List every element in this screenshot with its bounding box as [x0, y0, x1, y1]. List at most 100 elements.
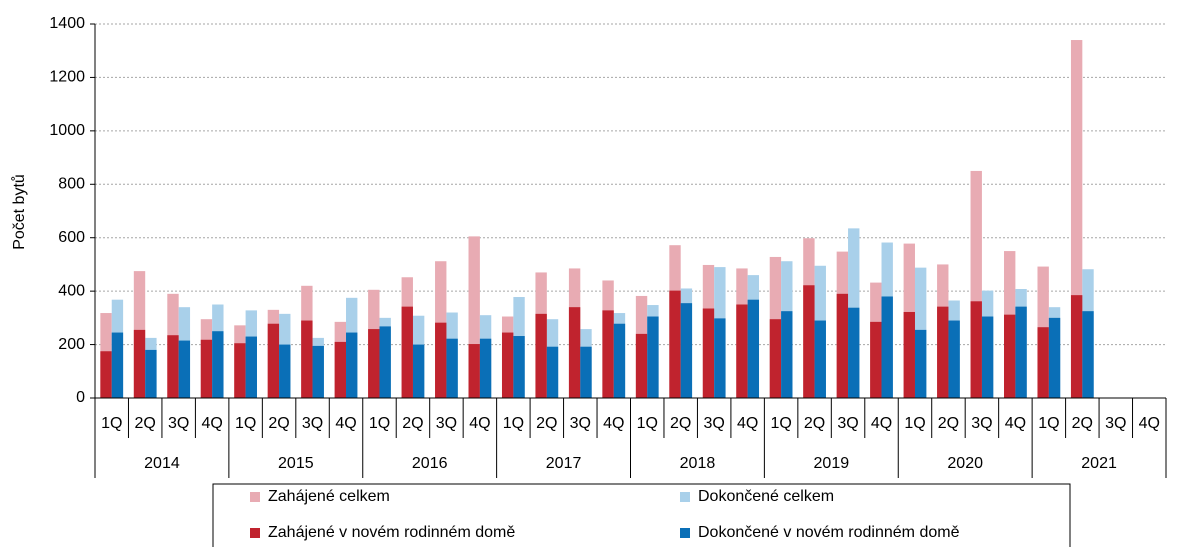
bar	[501, 332, 514, 398]
bar	[1048, 317, 1061, 398]
bar	[647, 316, 659, 398]
bar	[981, 316, 994, 398]
x-tick-label: 3Q	[837, 415, 858, 432]
bar	[346, 332, 358, 398]
year-label: 2014	[144, 455, 180, 472]
bar	[1004, 314, 1016, 398]
x-tick-label: 3Q	[971, 415, 992, 432]
bar	[267, 323, 280, 398]
bar	[100, 351, 112, 398]
bar	[234, 343, 246, 398]
x-tick-label: 2Q	[804, 415, 825, 432]
bar	[535, 313, 547, 398]
legend-swatch	[250, 528, 260, 538]
bar	[747, 299, 760, 398]
bar	[468, 236, 480, 398]
bar	[435, 322, 447, 398]
y-tick-label: 0	[76, 389, 85, 406]
y-tick-label: 400	[58, 282, 85, 299]
bar	[613, 323, 626, 398]
y-tick-label: 1000	[49, 122, 85, 139]
x-tick-label: 3Q	[168, 415, 189, 432]
x-tick-label: 4Q	[201, 415, 222, 432]
y-tick-label: 1400	[49, 15, 85, 32]
bar	[970, 170, 982, 398]
x-tick-label: 4Q	[1139, 415, 1160, 432]
x-tick-label: 1Q	[369, 415, 390, 432]
x-tick-label: 4Q	[335, 415, 356, 432]
bar	[546, 346, 559, 398]
bar	[111, 332, 124, 398]
bar	[602, 310, 614, 398]
x-tick-label: 3Q	[570, 415, 591, 432]
legend-swatch	[680, 492, 690, 502]
legend-label: Zahájené v novém rodinném domě	[268, 524, 515, 541]
x-tick-label: 1Q	[503, 415, 524, 432]
x-tick-label: 1Q	[904, 415, 925, 432]
bar	[379, 326, 391, 398]
x-tick-label: 2Q	[402, 415, 423, 432]
bar	[714, 318, 726, 398]
bar	[446, 338, 458, 398]
y-tick-label: 600	[58, 229, 85, 246]
legend-label: Dokončené v novém rodinném domě	[698, 524, 960, 541]
bar	[836, 293, 849, 398]
bar	[368, 329, 380, 398]
legend-swatch	[250, 492, 260, 502]
bar	[1070, 295, 1083, 398]
bar	[970, 301, 982, 398]
bar	[145, 349, 157, 398]
bar	[937, 306, 949, 398]
bar	[1015, 306, 1027, 398]
bar	[702, 308, 715, 398]
bar	[133, 329, 146, 398]
bar	[245, 336, 257, 398]
bar	[178, 340, 191, 398]
bar	[1037, 327, 1049, 398]
bar	[479, 338, 492, 398]
bar	[848, 307, 860, 398]
bar	[401, 306, 413, 398]
bar	[167, 335, 179, 398]
x-tick-label: 3Q	[704, 415, 725, 432]
bar	[312, 345, 324, 398]
x-tick-label: 1Q	[1038, 415, 1059, 432]
x-tick-label: 2Q	[938, 415, 959, 432]
x-tick-label: 2Q	[670, 415, 691, 432]
bar	[948, 320, 960, 398]
legend-label: Dokončené celkem	[698, 488, 834, 505]
y-tick-label: 200	[58, 336, 85, 353]
bar	[468, 344, 480, 398]
bar	[1070, 40, 1083, 399]
y-tick-label: 1200	[49, 69, 85, 86]
bar	[200, 339, 213, 398]
bar	[334, 341, 347, 398]
year-label: 2018	[680, 455, 716, 472]
legend-label: Zahájené celkem	[268, 488, 390, 505]
legend-box	[212, 483, 1071, 547]
x-tick-label: 4Q	[737, 415, 758, 432]
bar	[568, 307, 581, 398]
x-tick-label: 4Q	[603, 415, 624, 432]
bar	[680, 303, 693, 398]
bar	[736, 304, 748, 398]
x-tick-label: 3Q	[436, 415, 457, 432]
x-tick-label: 2Q	[135, 415, 156, 432]
bar	[301, 320, 313, 398]
bar	[781, 311, 793, 398]
bar	[870, 321, 882, 398]
legend-swatch	[680, 528, 690, 538]
bar	[803, 285, 815, 398]
year-label: 2019	[814, 455, 850, 472]
bar	[903, 311, 915, 398]
x-tick-label: 1Q	[101, 415, 122, 432]
year-label: 2015	[278, 455, 314, 472]
x-tick-label: 4Q	[1005, 415, 1026, 432]
y-tick-label: 800	[58, 176, 85, 193]
bar	[669, 290, 681, 398]
x-tick-label: 1Q	[770, 415, 791, 432]
bar	[635, 333, 648, 398]
bar	[580, 346, 592, 398]
year-label: 2021	[1081, 455, 1117, 472]
